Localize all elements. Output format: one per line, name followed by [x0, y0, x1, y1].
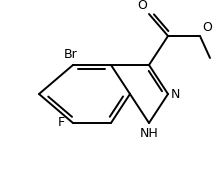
Text: O: O [137, 0, 147, 12]
Text: N: N [171, 88, 180, 100]
Text: NH: NH [140, 127, 158, 140]
Text: O: O [202, 21, 212, 34]
Text: F: F [58, 116, 65, 130]
Text: Br: Br [64, 48, 78, 61]
